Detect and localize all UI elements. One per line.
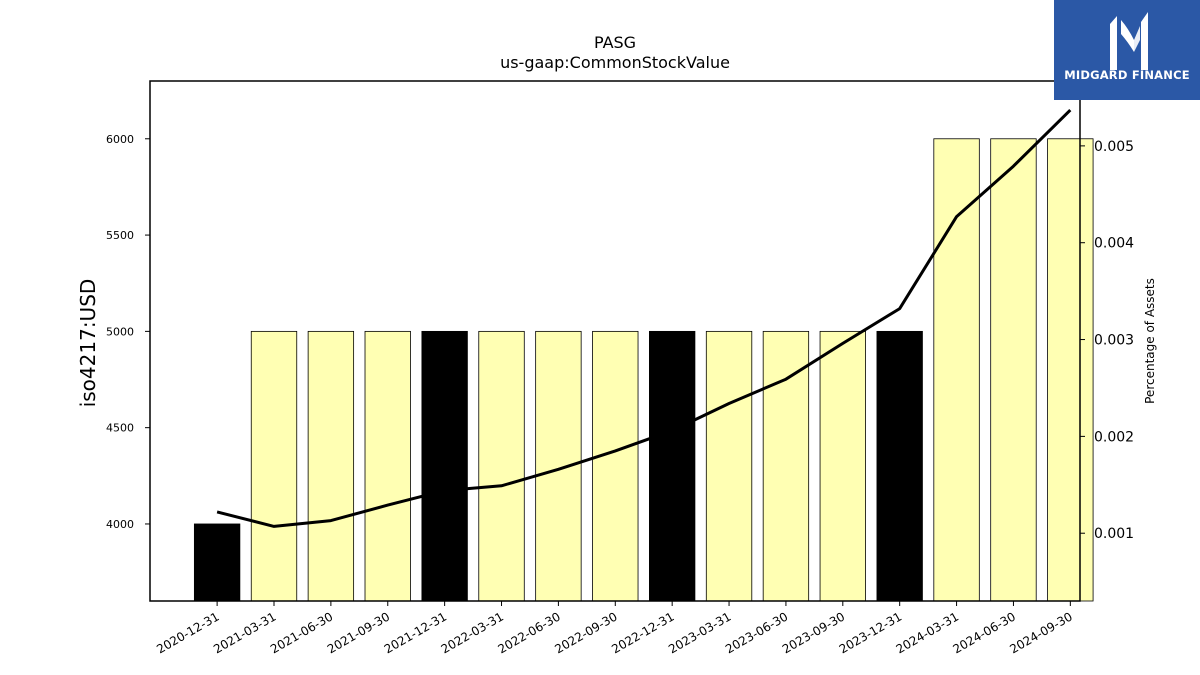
y2-tick-label: 0.001 [1094, 526, 1134, 542]
y-axis-label: iso4217:USD [76, 279, 100, 408]
chart-title: PASG [594, 33, 636, 52]
y2-axis-label: Percentage of Assets [1143, 278, 1157, 404]
y2-tick-label: 0.003 [1094, 333, 1134, 349]
x-axis: 2020-12-312021-03-312021-06-302021-09-30… [154, 601, 1075, 656]
x-tick-label: 2023-06-30 [723, 609, 790, 656]
bar-2021-12-31 [421, 330, 468, 602]
bar-2022-12-31 [649, 330, 696, 602]
x-tick-label: 2024-09-30 [1007, 609, 1074, 656]
x-tick-label: 2022-12-31 [609, 609, 676, 656]
x-tick-label: 2022-06-30 [495, 609, 562, 656]
bar-2023-03-31 [705, 330, 753, 602]
bar-2021-03-31 [250, 330, 298, 602]
x-tick-label: 2021-09-30 [325, 609, 392, 656]
bar-2023-12-31 [876, 330, 923, 602]
y-tick-label: 5000 [106, 325, 134, 338]
x-tick-label: 2020-12-31 [154, 609, 221, 656]
bar-2022-09-30 [592, 330, 639, 602]
logo-mark-icon [1054, 0, 1200, 100]
x-tick-label: 2023-09-30 [780, 609, 847, 656]
x-tick-label: 2023-03-31 [666, 609, 733, 656]
bar-series [193, 138, 1094, 602]
y-tick-label: 6000 [106, 133, 134, 146]
x-tick-label: 2024-06-30 [951, 609, 1018, 656]
chart-subtitle: us-gaap:CommonStockValue [500, 53, 730, 72]
brand-name: MIDGARD FINANCE [1064, 68, 1190, 82]
y-axis-right: 0.001 0.002 0.003 0.004 0.005 [1080, 139, 1134, 542]
x-tick-label: 2021-03-31 [211, 609, 278, 656]
y2-tick-label: 0.004 [1094, 236, 1134, 252]
bar-2021-06-30 [307, 330, 355, 602]
midgard-finance-logo: MIDGARD FINANCE [1054, 0, 1200, 100]
y-tick-label: 4000 [106, 518, 134, 531]
y2-tick-label: 0.005 [1094, 139, 1134, 155]
x-tick-label: 2023-12-31 [837, 609, 904, 656]
y2-tick-label: 0.002 [1094, 429, 1134, 445]
y-tick-label: 5500 [106, 229, 134, 242]
bar-2023-09-30 [819, 330, 866, 602]
bar-2023-06-30 [762, 330, 810, 602]
bar-2024-03-31 [933, 138, 980, 602]
bar-2024-09-30 [1047, 138, 1094, 602]
percentage-line-series [216, 109, 1072, 528]
y-tick-label: 4500 [106, 422, 134, 435]
x-tick-label: 2021-06-30 [268, 609, 335, 656]
bar-2022-03-31 [478, 330, 525, 602]
x-tick-label: 2024-03-31 [894, 609, 961, 656]
bar-2021-09-30 [364, 330, 411, 602]
bar-2022-06-30 [535, 330, 582, 602]
x-tick-label: 2022-03-31 [439, 609, 506, 656]
x-tick-label: 2021-12-31 [382, 609, 449, 656]
x-tick-label: 2022-09-30 [552, 609, 619, 656]
y-axis-left: 4000 4500 5000 5500 6000 [106, 133, 150, 531]
percentage-line [216, 109, 1072, 528]
bar-2020-12-31 [193, 523, 241, 602]
bar-2024-06-30 [990, 138, 1037, 602]
